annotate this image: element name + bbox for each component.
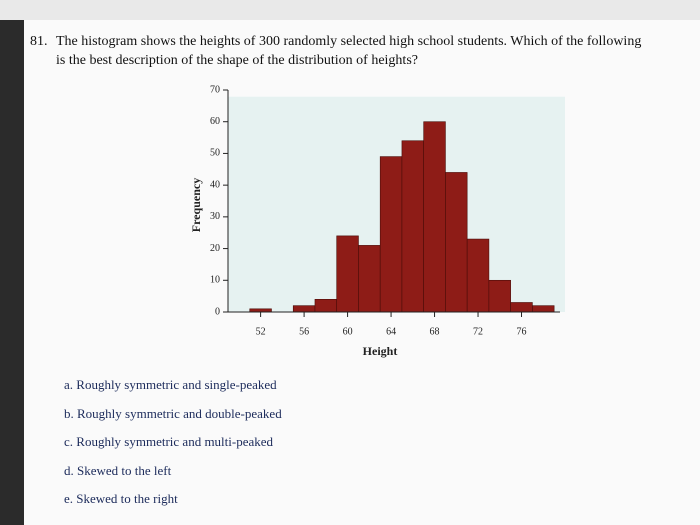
x-tick-label: 64 bbox=[386, 326, 396, 337]
x-tick-label: 76 bbox=[517, 326, 527, 337]
bar bbox=[401, 140, 424, 313]
question-text: The histogram shows the heights of 300 r… bbox=[56, 34, 642, 68]
bar bbox=[336, 235, 359, 313]
y-tick-label: 50 bbox=[210, 148, 220, 159]
x-tick-label: 52 bbox=[256, 326, 266, 337]
y-tick-label: 0 bbox=[215, 306, 220, 317]
bar bbox=[423, 121, 446, 313]
y-tick-label: 20 bbox=[210, 243, 220, 254]
x-tick-label: 68 bbox=[430, 326, 440, 337]
y-tick-label: 10 bbox=[210, 275, 220, 286]
option: e. Skewed to the right bbox=[64, 491, 178, 506]
bar bbox=[532, 305, 555, 313]
y-tick-label: 40 bbox=[210, 179, 220, 190]
bar bbox=[466, 238, 490, 313]
option: a. Roughly symmetric and single-peaked bbox=[64, 377, 277, 392]
options: a. Roughly symmetric and single-peaked b.… bbox=[64, 377, 282, 520]
y-tick-label: 30 bbox=[210, 211, 220, 222]
y-axis-label: Frequency bbox=[189, 178, 203, 232]
browser-toolbar bbox=[0, 0, 700, 20]
option: d. Skewed to the left bbox=[64, 462, 172, 478]
x-tick-label: 60 bbox=[343, 326, 353, 337]
question: 81. The histogram shows the heights of 3… bbox=[30, 32, 646, 70]
bar bbox=[379, 156, 403, 313]
x-tick-label: 72 bbox=[473, 326, 483, 337]
bar bbox=[314, 299, 338, 313]
x-axis-label: Height bbox=[363, 344, 398, 358]
question-number: 81. bbox=[30, 34, 48, 49]
option: b. Roughly symmetric and double-peaked bbox=[64, 405, 282, 421]
x-tick-label: 56 bbox=[299, 326, 309, 337]
y-tick-label: 70 bbox=[210, 84, 220, 95]
y-tick-label: 60 bbox=[210, 116, 220, 127]
bar bbox=[510, 302, 533, 313]
option: c. Roughly symmetric and multi-peaked bbox=[64, 434, 274, 449]
bar bbox=[445, 172, 468, 313]
bar bbox=[488, 279, 511, 313]
bar bbox=[358, 245, 381, 313]
bar bbox=[292, 305, 316, 313]
